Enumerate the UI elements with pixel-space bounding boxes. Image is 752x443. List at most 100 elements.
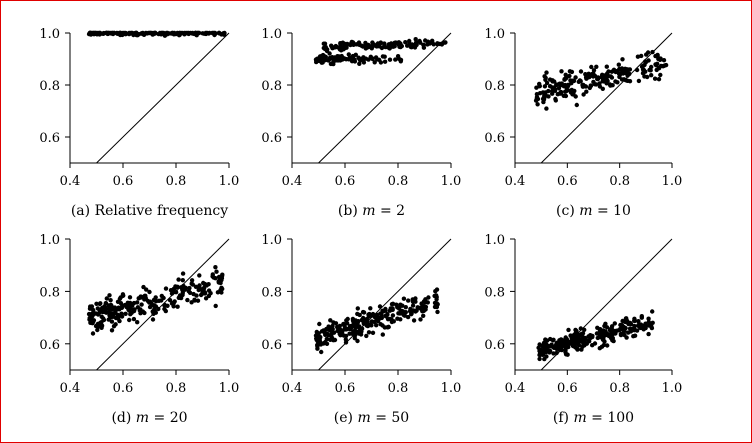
data-point bbox=[652, 76, 658, 81]
data-point bbox=[563, 352, 569, 357]
data-point bbox=[597, 81, 602, 86]
data-point bbox=[193, 284, 199, 289]
data-point bbox=[213, 265, 218, 270]
data-point bbox=[619, 66, 625, 71]
data-point bbox=[557, 338, 562, 343]
data-point bbox=[616, 62, 621, 67]
data-point bbox=[160, 30, 165, 36]
x-tick-label: 0.6 bbox=[557, 174, 578, 189]
data-point bbox=[549, 342, 554, 347]
data-point bbox=[317, 55, 322, 61]
y-tick-label: 0.8 bbox=[39, 79, 60, 94]
data-point bbox=[324, 336, 330, 342]
data-point bbox=[569, 69, 575, 75]
data-point bbox=[334, 44, 339, 50]
data-point bbox=[112, 305, 118, 310]
data-point bbox=[220, 272, 225, 277]
data-point bbox=[552, 86, 558, 92]
data-point bbox=[99, 314, 104, 319]
data-point bbox=[136, 32, 142, 37]
data-point bbox=[163, 286, 169, 291]
data-point bbox=[317, 321, 322, 327]
data-point bbox=[584, 89, 589, 94]
data-point bbox=[394, 302, 399, 307]
panel-d: 0.4 0.6 0.8 1.0 0.6 0.8 1.0 (d) m = 20 bbox=[39, 233, 239, 426]
data-point bbox=[95, 327, 100, 333]
data-point bbox=[646, 58, 651, 63]
data-point bbox=[375, 57, 380, 62]
data-point bbox=[644, 52, 649, 57]
data-point bbox=[656, 65, 661, 71]
data-point bbox=[370, 311, 376, 317]
data-point bbox=[159, 298, 164, 303]
x-tick-label: 1.0 bbox=[441, 174, 462, 189]
data-point bbox=[319, 349, 324, 355]
data-point bbox=[646, 331, 651, 337]
data-point bbox=[361, 310, 367, 315]
data-point bbox=[563, 93, 569, 99]
data-point bbox=[563, 342, 568, 347]
data-point bbox=[537, 91, 543, 96]
data-point bbox=[646, 316, 651, 321]
data-point bbox=[338, 328, 344, 333]
data-point bbox=[355, 338, 360, 344]
data-point bbox=[650, 309, 655, 314]
data-point bbox=[566, 82, 571, 88]
data-point bbox=[628, 320, 633, 326]
data-point bbox=[351, 318, 357, 324]
data-point bbox=[382, 41, 387, 46]
diagonal-line bbox=[318, 32, 452, 164]
data-point bbox=[347, 331, 352, 336]
data-point bbox=[331, 61, 336, 67]
data-point bbox=[92, 31, 98, 36]
data-point bbox=[187, 285, 192, 291]
data-point bbox=[185, 297, 190, 303]
data-point bbox=[357, 61, 362, 66]
data-point bbox=[546, 94, 551, 99]
data-point bbox=[355, 306, 360, 311]
data-point bbox=[636, 78, 642, 84]
data-point bbox=[192, 298, 197, 303]
data-point bbox=[374, 323, 379, 328]
data-point bbox=[557, 347, 562, 352]
data-point bbox=[330, 323, 335, 329]
data-point bbox=[97, 301, 103, 307]
panel-caption: (c) m = 10 bbox=[556, 203, 631, 219]
x-tick-label: 1.0 bbox=[219, 174, 240, 189]
data-point bbox=[599, 344, 605, 349]
data-point bbox=[580, 344, 585, 349]
data-point bbox=[104, 296, 110, 301]
data-point bbox=[219, 32, 224, 37]
data-point bbox=[406, 298, 411, 303]
data-point bbox=[602, 323, 607, 329]
data-point bbox=[627, 71, 632, 77]
x-tick-label: 0.4 bbox=[282, 381, 303, 396]
data-point bbox=[151, 30, 157, 36]
data-point bbox=[661, 63, 666, 69]
data-point bbox=[592, 341, 598, 346]
data-point bbox=[650, 320, 655, 325]
data-point bbox=[119, 305, 125, 310]
data-point bbox=[426, 295, 431, 300]
data-point bbox=[581, 82, 586, 88]
y-tick-label: 0.8 bbox=[261, 79, 282, 94]
data-point bbox=[640, 71, 646, 76]
data-point bbox=[90, 321, 95, 326]
data-point bbox=[200, 31, 205, 36]
data-point bbox=[175, 304, 180, 309]
data-point bbox=[97, 307, 102, 313]
data-point bbox=[661, 58, 667, 63]
data-point bbox=[403, 40, 408, 45]
data-point bbox=[211, 275, 216, 280]
data-point bbox=[578, 326, 583, 331]
data-point bbox=[350, 40, 355, 46]
data-point bbox=[398, 57, 403, 63]
data-point bbox=[361, 315, 366, 321]
data-point bbox=[427, 41, 432, 46]
data-point bbox=[409, 43, 414, 48]
data-point bbox=[98, 320, 103, 326]
y-tick-label: 1.0 bbox=[261, 233, 282, 248]
data-point bbox=[356, 42, 362, 47]
data-point bbox=[650, 49, 655, 55]
data-point bbox=[361, 60, 367, 65]
